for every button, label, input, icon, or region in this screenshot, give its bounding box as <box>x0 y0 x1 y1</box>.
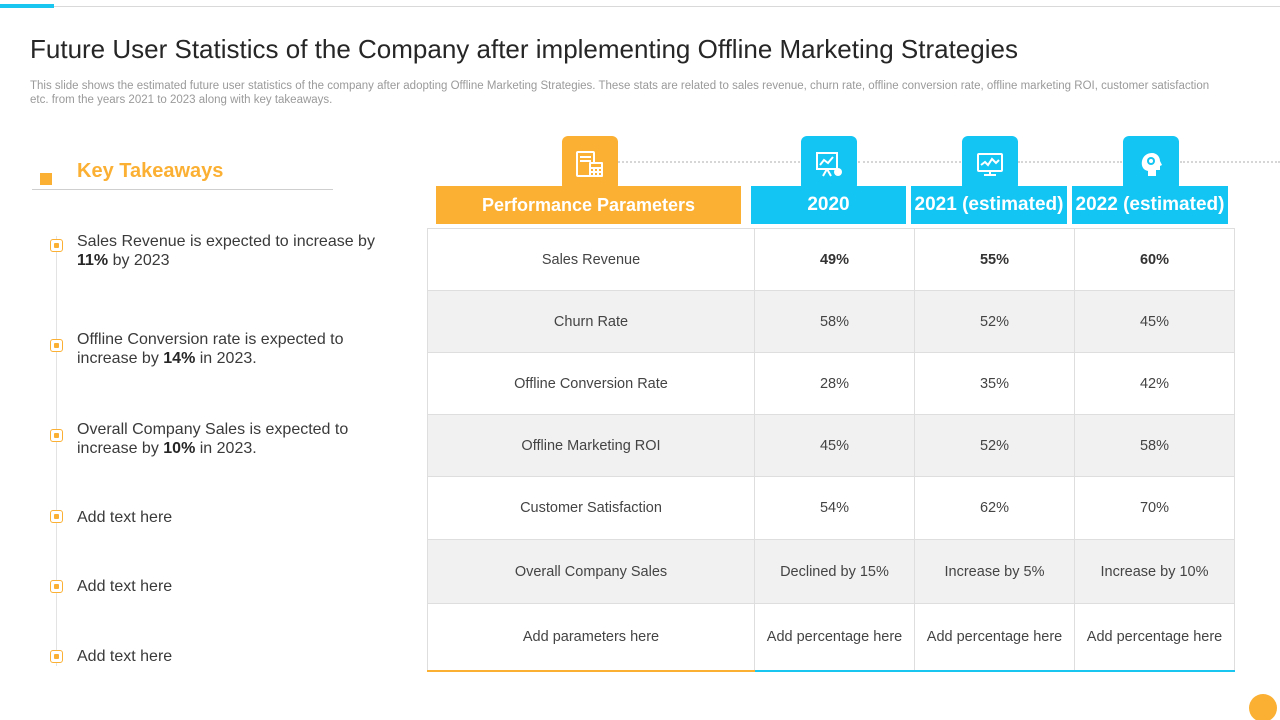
top-divider <box>0 6 1280 7</box>
param-cell: Add parameters here <box>427 603 755 672</box>
bullet-icon <box>50 339 63 352</box>
table-row: Churn Rate 58% 52% 45% <box>427 290 1235 353</box>
takeaways-timeline <box>56 236 57 666</box>
bullet-icon <box>50 239 63 252</box>
dotted-connector <box>618 161 800 163</box>
value-cell: 60% <box>1074 228 1235 291</box>
header-performance-parameters: Performance Parameters <box>436 186 741 224</box>
page-title: Future User Statistics of the Company af… <box>30 34 1018 64</box>
value-cell: 58% <box>754 290 915 353</box>
table-row: Offline Marketing ROI 45% 52% 58% <box>427 414 1235 477</box>
param-cell: Customer Satisfaction <box>427 476 755 540</box>
statistics-table: Sales Revenue 49% 55% 60% Churn Rate 58%… <box>427 228 1235 672</box>
bullet-icon <box>50 510 63 523</box>
dotted-connector <box>1180 161 1280 163</box>
table-row: Sales Revenue 49% 55% 60% <box>427 228 1235 291</box>
bullet-icon <box>50 650 63 663</box>
corner-decoration <box>1249 694 1277 720</box>
value-cell: 58% <box>1074 414 1235 477</box>
table-row: Customer Satisfaction 54% 62% 70% <box>427 476 1235 540</box>
value-cell: Increase by 10% <box>1074 539 1235 604</box>
page-subtitle: This slide shows the estimated future us… <box>30 80 1210 106</box>
value-cell: 55% <box>914 228 1075 291</box>
gear-head-icon <box>1123 136 1179 191</box>
param-cell: Sales Revenue <box>427 228 755 291</box>
value-cell: 52% <box>914 414 1075 477</box>
table-row: Add parameters here Add percentage here … <box>427 603 1235 672</box>
takeaway-item: Sales Revenue is expected to increase by… <box>77 233 375 269</box>
presentation-board-icon <box>801 136 857 191</box>
header-2022-estimated: 2022 (estimated) <box>1072 186 1228 224</box>
value-cell: 49% <box>754 228 915 291</box>
takeaway-item: Add text here <box>77 509 173 526</box>
param-cell: Overall Company Sales <box>427 539 755 604</box>
value-cell: 42% <box>1074 352 1235 415</box>
value-cell: 54% <box>754 476 915 540</box>
calculator-document-icon <box>562 136 618 191</box>
takeaways-underline <box>32 189 333 190</box>
value-cell: 45% <box>754 414 915 477</box>
value-cell: Declined by 15% <box>754 539 915 604</box>
top-accent-bar <box>0 4 54 8</box>
value-cell: 35% <box>914 352 1075 415</box>
param-cell: Offline Marketing ROI <box>427 414 755 477</box>
header-2020: 2020 <box>751 186 906 224</box>
header-2021-estimated: 2021 (estimated) <box>911 186 1067 224</box>
value-cell: Add percentage here <box>754 603 915 672</box>
value-cell: 62% <box>914 476 1075 540</box>
param-cell: Churn Rate <box>427 290 755 353</box>
takeaway-item: Add text here <box>77 578 173 595</box>
value-cell: Add percentage here <box>914 603 1075 672</box>
takeaway-item: Offline Conversion rate is expected to i… <box>77 331 344 367</box>
param-cell: Offline Conversion Rate <box>427 352 755 415</box>
value-cell: 70% <box>1074 476 1235 540</box>
value-cell: 52% <box>914 290 1075 353</box>
dotted-connector <box>858 161 961 163</box>
takeaways-marker <box>40 173 52 185</box>
table-row: Offline Conversion Rate 28% 35% 42% <box>427 352 1235 415</box>
table-row: Overall Company Sales Declined by 15% In… <box>427 539 1235 604</box>
dotted-connector <box>1018 161 1122 163</box>
takeaways-title: Key Takeaways <box>77 160 224 182</box>
value-cell: 45% <box>1074 290 1235 353</box>
bullet-icon <box>50 580 63 593</box>
takeaway-item: Add text here <box>77 648 173 665</box>
chart-screen-icon <box>962 136 1018 191</box>
value-cell: Add percentage here <box>1074 603 1235 672</box>
bullet-icon <box>50 429 63 442</box>
takeaway-item: Overall Company Sales is expected to inc… <box>77 421 349 457</box>
value-cell: 28% <box>754 352 915 415</box>
value-cell: Increase by 5% <box>914 539 1075 604</box>
